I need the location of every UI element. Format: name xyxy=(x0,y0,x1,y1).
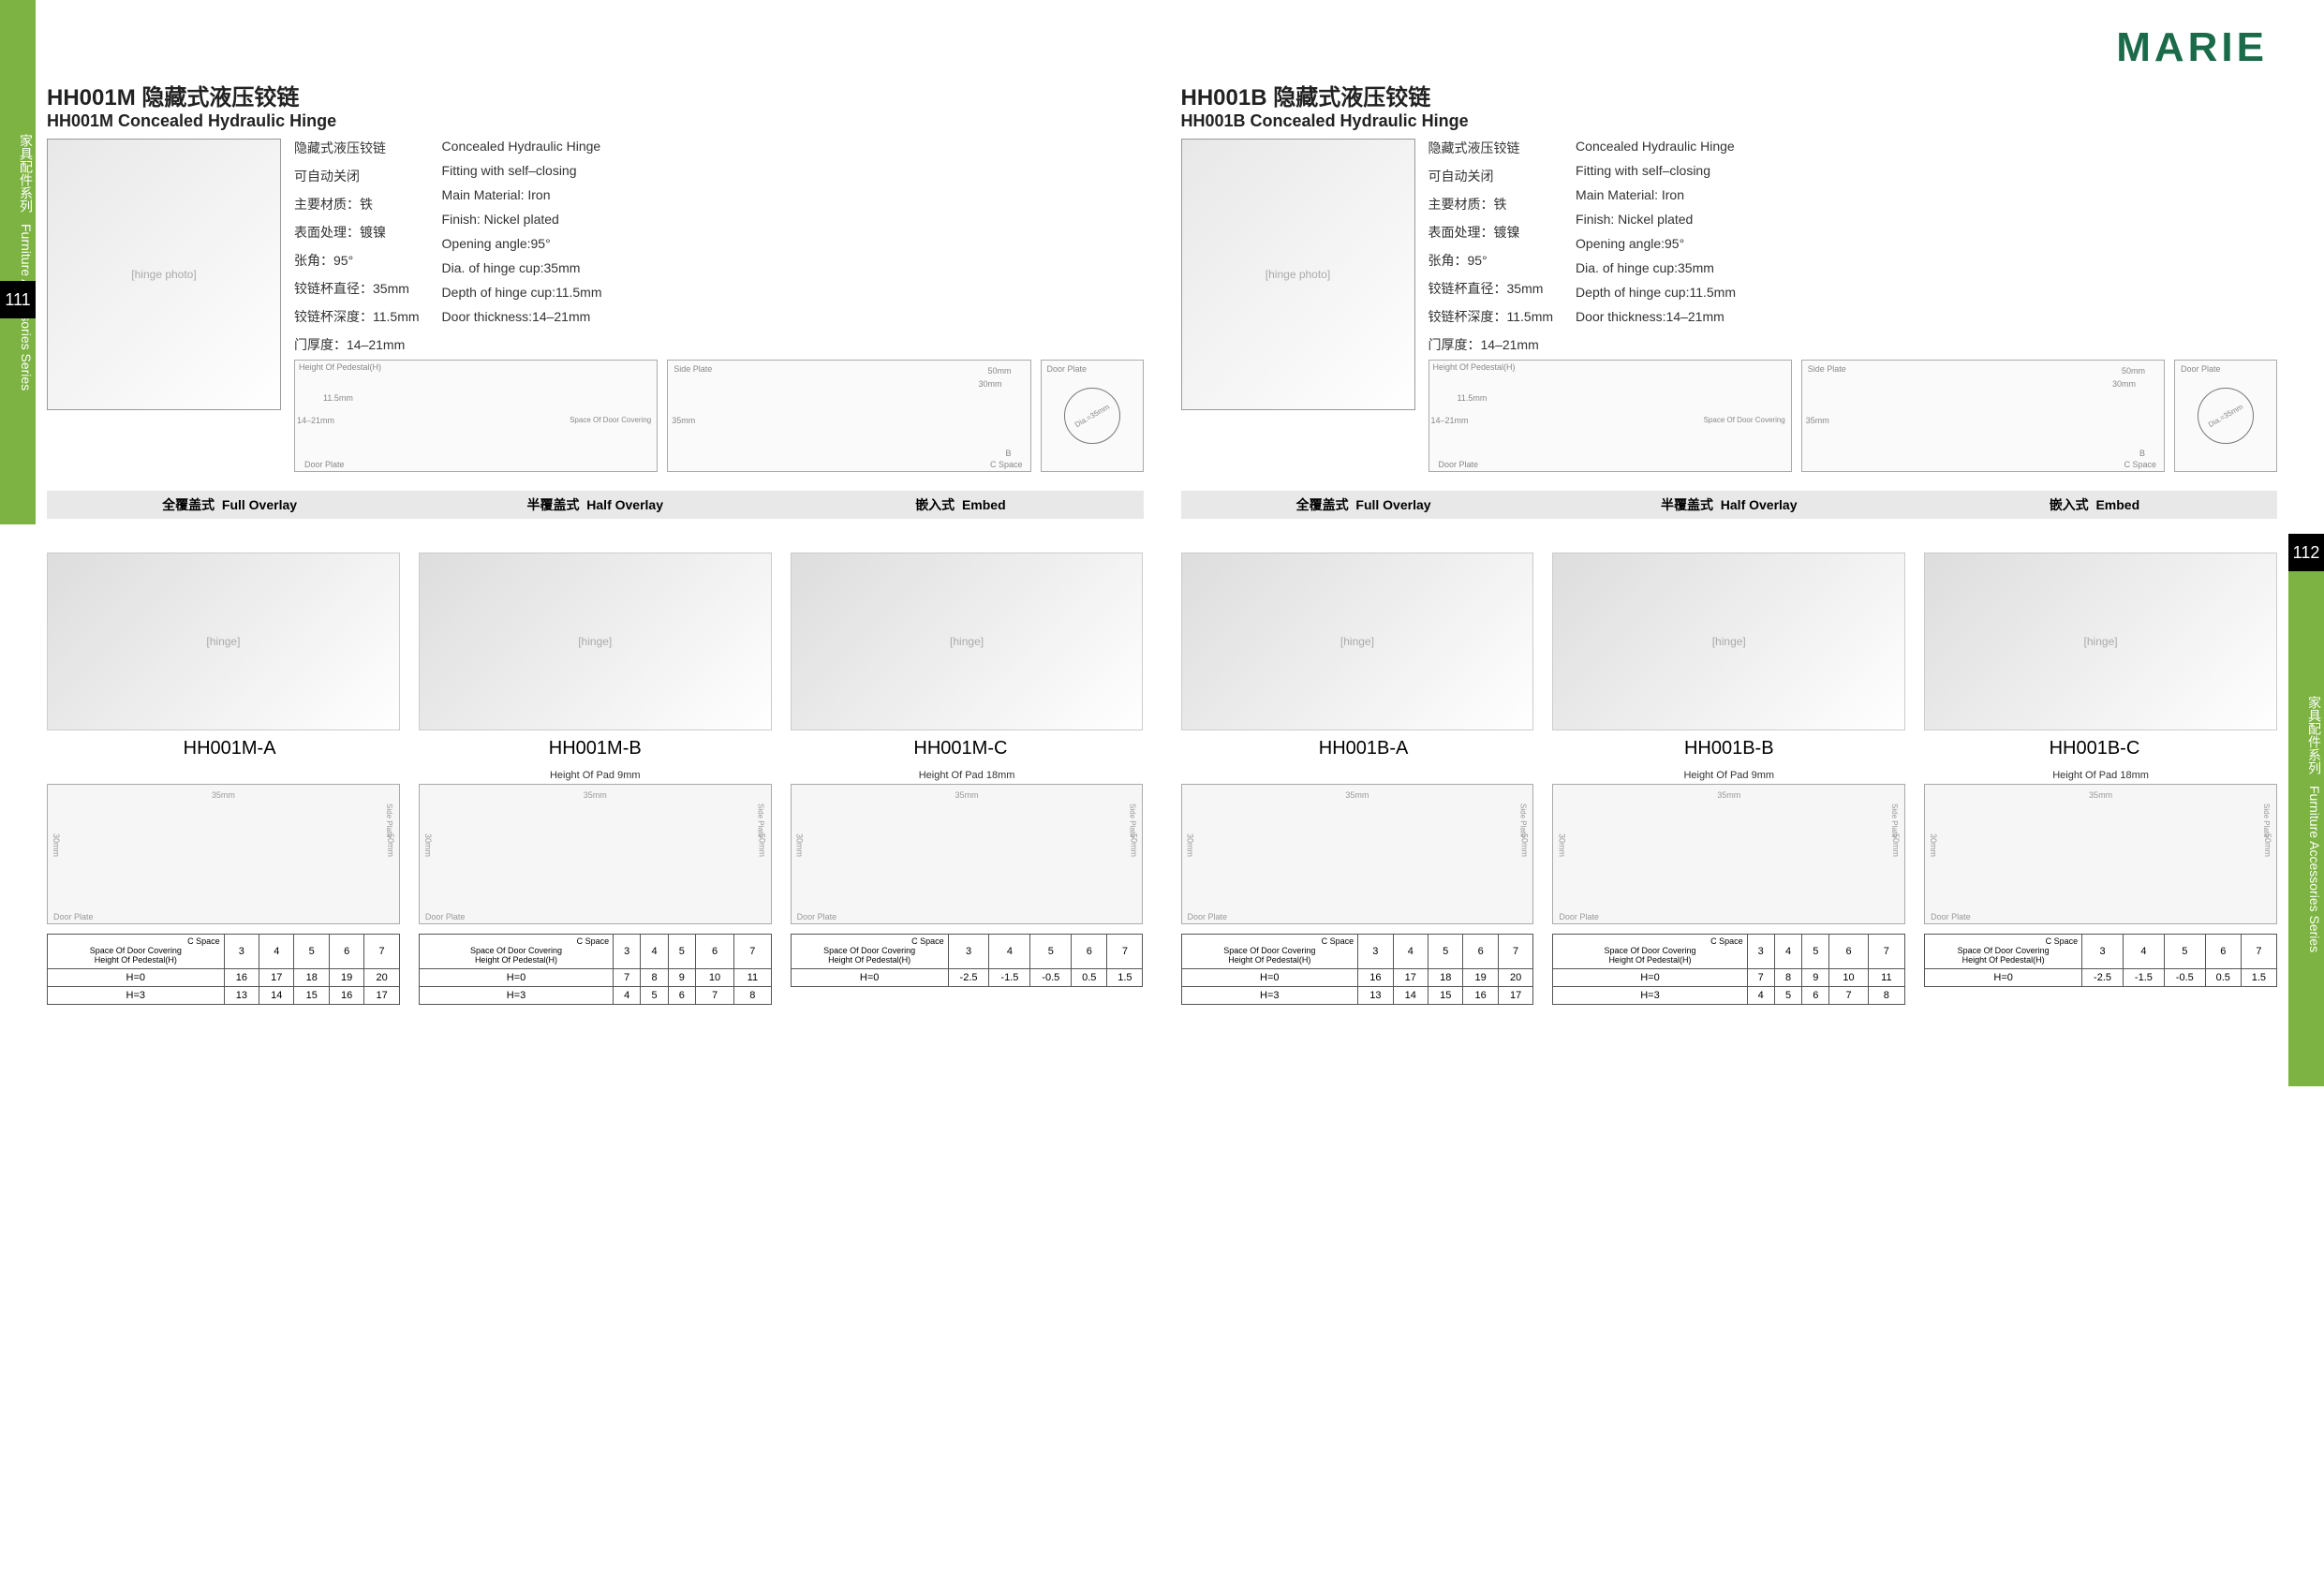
variant-photo: [hinge] xyxy=(791,553,1144,730)
spec-cn: 张角：95° xyxy=(1428,251,1554,270)
spec-cn: 门厚度：14–21mm xyxy=(294,335,420,354)
spec-en: Concealed Hydraulic Hinge xyxy=(442,139,602,154)
variant-label: HH001M-C xyxy=(777,738,1143,759)
overlay-type: 全覆盖式 Full Overlay xyxy=(1181,495,1547,514)
spec-en: Dia. of hinge cup:35mm xyxy=(1576,260,1736,275)
spec-cn: 表面处理：镀镍 xyxy=(294,223,420,242)
spec-cn: 门厚度：14–21mm xyxy=(1428,335,1554,354)
product-panel-HH001M: HH001M 隐藏式液压铰链HH001M Concealed Hydraulic… xyxy=(47,79,1144,1005)
pedestal-diagram: Height Of Pedestal(H)Door Plate14–21mm11… xyxy=(1428,360,1792,472)
spec-en: Finish: Nickel plated xyxy=(1576,212,1736,227)
spec-cn: 铰链杯深度：11.5mm xyxy=(1428,307,1554,326)
variant-label: HH001B-C xyxy=(1912,738,2277,759)
overlay-type: 全覆盖式 Full Overlay xyxy=(47,495,412,514)
product-title-cn: HH001B 隐藏式液压铰链 xyxy=(1181,79,2278,111)
spec-en: Depth of hinge cup:11.5mm xyxy=(442,285,602,300)
overlay-type: 半覆盖式 Half Overlay xyxy=(1547,495,1912,514)
overlay-type-bar: 全覆盖式 Full Overlay半覆盖式 Half Overlay嵌入式 Em… xyxy=(1181,491,2278,519)
variant-photo: [hinge] xyxy=(47,553,400,730)
variant-photo: [hinge] xyxy=(1552,553,1905,730)
spec-table: C SpaceSpace Of Door CoveringHeight Of P… xyxy=(1552,934,1905,1005)
spec-en: Opening angle:95° xyxy=(1576,236,1736,251)
technical-diagram: Height Of Pad 9mm35mm30mm50mmDoor PlateS… xyxy=(1552,784,1905,924)
overlay-type-bar: 全覆盖式 Full Overlay半覆盖式 Half Overlay嵌入式 Em… xyxy=(47,491,1144,519)
plate-diagram: Side Plate50mm30mm35mmC SpaceB xyxy=(667,360,1030,472)
spec-en: Dia. of hinge cup:35mm xyxy=(442,260,602,275)
spec-en: Main Material: Iron xyxy=(442,187,602,202)
technical-diagram: 35mm30mm50mmDoor PlateSide Plate xyxy=(47,784,400,924)
spec-cn: 表面处理：镀镍 xyxy=(1428,223,1554,242)
spec-cn: 张角：95° xyxy=(294,251,420,270)
spec-cn: 铰链杯直径：35mm xyxy=(294,279,420,298)
pedestal-diagram: Height Of Pedestal(H)Door Plate14–21mm11… xyxy=(294,360,658,472)
spec-cn: 可自动关闭 xyxy=(294,167,420,185)
spec-cn: 隐藏式液压铰链 xyxy=(294,139,420,157)
spec-en: Depth of hinge cup:11.5mm xyxy=(1576,285,1736,300)
technical-diagram: Height Of Pad 18mm35mm30mm50mmDoor Plate… xyxy=(791,784,1144,924)
variant-label: HH001B-A xyxy=(1181,738,1547,759)
page-number-right: 112 xyxy=(2288,534,2324,571)
variant-photo: [hinge] xyxy=(1181,553,1534,730)
spec-cn: 主要材质：铁 xyxy=(294,195,420,214)
technical-diagram: 35mm30mm50mmDoor PlateSide Plate xyxy=(1181,784,1534,924)
technical-diagram: Height Of Pad 18mm35mm30mm50mmDoor Plate… xyxy=(1924,784,2277,924)
product-photo: [hinge photo] xyxy=(47,139,281,410)
spec-cn: 主要材质：铁 xyxy=(1428,195,1554,214)
spec-en: Door thickness:14–21mm xyxy=(442,309,602,324)
spec-cn: 可自动关闭 xyxy=(1428,167,1554,185)
variant-photo: [hinge] xyxy=(419,553,772,730)
spec-table: C SpaceSpace Of Door CoveringHeight Of P… xyxy=(1924,934,2277,987)
sidebar-left: 家具配件系列 Furniture Accessories Series xyxy=(0,0,36,524)
spec-table: C SpaceSpace Of Door CoveringHeight Of P… xyxy=(791,934,1144,987)
overlay-type: 嵌入式 Embed xyxy=(1912,495,2277,514)
page-number-left: 111 xyxy=(0,281,36,318)
variant-label: HH001B-B xyxy=(1547,738,1912,759)
spec-table: C SpaceSpace Of Door CoveringHeight Of P… xyxy=(1181,934,1534,1005)
sidebar-label-en-r: Furniture Accessories Series xyxy=(2307,786,2322,952)
product-panel-HH001B: HH001B 隐藏式液压铰链HH001B Concealed Hydraulic… xyxy=(1181,79,2278,1005)
spec-en: Finish: Nickel plated xyxy=(442,212,602,227)
sidebar-label-cn-r: 家具配件系列 xyxy=(2307,696,2322,774)
spec-en: Door thickness:14–21mm xyxy=(1576,309,1736,324)
product-title-cn: HH001M 隐藏式液压铰链 xyxy=(47,79,1144,111)
spec-en: Fitting with self–closing xyxy=(1576,163,1736,178)
spec-table: C SpaceSpace Of Door CoveringHeight Of P… xyxy=(47,934,400,1005)
spec-table: C SpaceSpace Of Door CoveringHeight Of P… xyxy=(419,934,772,1005)
overlay-type: 半覆盖式 Half Overlay xyxy=(412,495,777,514)
sidebar-label-cn: 家具配件系列 xyxy=(19,134,34,213)
variant-photo: [hinge] xyxy=(1924,553,2277,730)
spec-cn: 铰链杯直径：35mm xyxy=(1428,279,1554,298)
product-panels: HH001M 隐藏式液压铰链HH001M Concealed Hydraulic… xyxy=(47,79,2277,1005)
product-photo: [hinge photo] xyxy=(1181,139,1415,410)
product-title-en: HH001M Concealed Hydraulic Hinge xyxy=(47,111,1144,131)
cup-diagram: Door PlateDia.=35mm xyxy=(1041,360,1144,472)
spec-cn: 隐藏式液压铰链 xyxy=(1428,139,1554,157)
sidebar-right: 家具配件系列 Furniture Accessories Series xyxy=(2288,562,2324,1086)
cup-diagram: Door PlateDia.=35mm xyxy=(2174,360,2277,472)
spec-cn: 铰链杯深度：11.5mm xyxy=(294,307,420,326)
technical-diagram: Height Of Pad 9mm35mm30mm50mmDoor PlateS… xyxy=(419,784,772,924)
plate-diagram: Side Plate50mm30mm35mmC SpaceB xyxy=(1801,360,2165,472)
spec-en: Fitting with self–closing xyxy=(442,163,602,178)
variant-label: HH001M-B xyxy=(412,738,777,759)
product-title-en: HH001B Concealed Hydraulic Hinge xyxy=(1181,111,2278,131)
spec-en: Opening angle:95° xyxy=(442,236,602,251)
spec-en: Main Material: Iron xyxy=(1576,187,1736,202)
brand-logo: MARIE xyxy=(2116,24,2268,71)
spec-en: Concealed Hydraulic Hinge xyxy=(1576,139,1736,154)
variant-label: HH001M-A xyxy=(47,738,412,759)
overlay-type: 嵌入式 Embed xyxy=(777,495,1143,514)
